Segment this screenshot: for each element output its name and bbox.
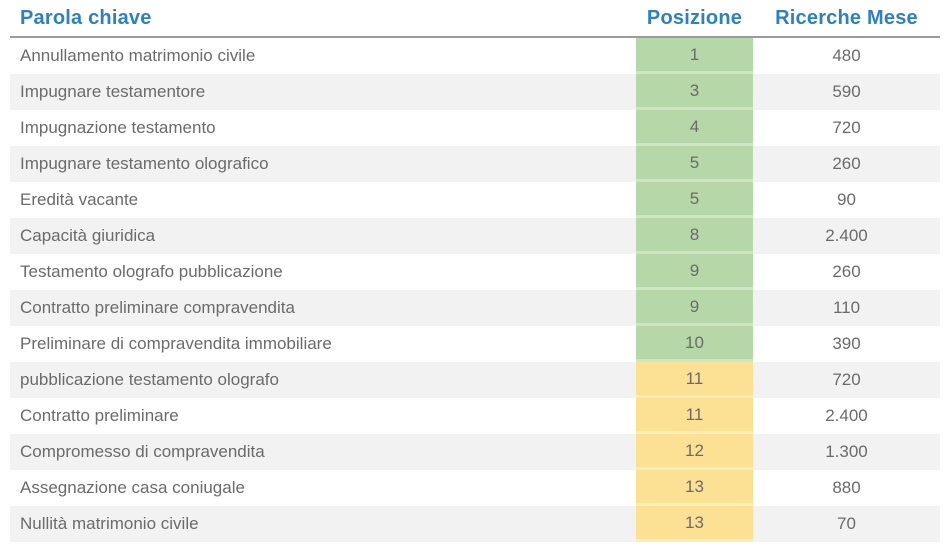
table-row: Preliminare di compravendita immobiliare…	[10, 326, 940, 362]
keyword-cell: pubblicazione testamento olografo	[20, 370, 279, 389]
table-row: Assegnazione casa coniugale 13 880	[10, 470, 940, 506]
column-header-position[interactable]: Posizione	[646, 6, 743, 29]
table-row: Annullamento matrimonio civile 1 480	[10, 38, 940, 74]
position-cell: 10	[636, 326, 753, 362]
position-cell: 8	[636, 218, 753, 254]
position-cell: 3	[636, 74, 753, 110]
table-row: Impugnare testamento olografico 5 260	[10, 146, 940, 182]
table-header-row: Parola chiave Posizione Ricerche Mese	[10, 0, 940, 38]
table-row: pubblicazione testamento olografo 11 720	[10, 362, 940, 398]
column-header-keyword[interactable]: Parola chiave	[20, 6, 152, 29]
table-row: Impugnare testamentore 3 590	[10, 74, 940, 110]
monthly-searches-cell: 880	[832, 478, 861, 497]
table-row: Contratto preliminare compravendita 9 11…	[10, 290, 940, 326]
keyword-cell: Testamento olografo pubblicazione	[20, 262, 283, 281]
monthly-searches-cell: 260	[832, 154, 861, 173]
keyword-cell: Preliminare di compravendita immobiliare	[20, 334, 332, 353]
position-cell: 1	[636, 38, 753, 74]
table-row: Testamento olografo pubblicazione 9 260	[10, 254, 940, 290]
keyword-cell: Compromesso di compravendita	[20, 442, 265, 461]
keyword-cell: Contratto preliminare compravendita	[20, 298, 295, 317]
monthly-searches-cell: 2.400	[825, 226, 868, 245]
keyword-cell: Impugnare testamento olografico	[20, 154, 269, 173]
position-cell: 11	[636, 398, 753, 434]
monthly-searches-cell: 720	[832, 118, 861, 137]
position-cell: 13	[636, 470, 753, 506]
keyword-cell: Assegnazione casa coniugale	[20, 478, 245, 497]
keyword-cell: Impugnazione testamento	[20, 118, 216, 137]
monthly-searches-cell: 590	[832, 82, 861, 101]
keyword-cell: Annullamento matrimonio civile	[20, 46, 256, 65]
keyword-cell: Capacità giuridica	[20, 226, 156, 245]
monthly-searches-cell: 2.400	[825, 406, 868, 425]
position-cell: 11	[636, 362, 753, 398]
position-cell: 9	[636, 290, 753, 326]
keyword-cell: Nullità matrimonio civile	[20, 514, 199, 533]
monthly-searches-cell: 720	[832, 370, 861, 389]
monthly-searches-cell: 390	[832, 334, 861, 353]
keyword-cell: Contratto preliminare	[20, 406, 179, 425]
table-row: Contratto preliminare 11 2.400	[10, 398, 940, 434]
position-cell: 9	[636, 254, 753, 290]
position-cell: 4	[636, 110, 753, 146]
table-row: Capacità giuridica 8 2.400	[10, 218, 940, 254]
monthly-searches-cell: 110	[832, 298, 861, 317]
position-cell: 12	[636, 434, 753, 470]
position-cell: 5	[636, 146, 753, 182]
table-body: Annullamento matrimonio civile 1 480 Imp…	[10, 38, 940, 542]
keyword-cell: Eredità vacante	[20, 190, 139, 209]
table-row: Eredità vacante 5 90	[10, 182, 940, 218]
table-row: Impugnazione testamento 4 720	[10, 110, 940, 146]
position-cell: 5	[636, 182, 753, 218]
monthly-searches-cell: 90	[837, 190, 856, 209]
monthly-searches-cell: 480	[832, 46, 861, 65]
monthly-searches-cell: 70	[837, 514, 856, 533]
column-header-monthly-searches[interactable]: Ricerche Mese	[775, 6, 918, 29]
keyword-cell: Impugnare testamentore	[20, 82, 206, 101]
table-row: Nullità matrimonio civile 13 70	[10, 506, 940, 542]
table-row: Compromesso di compravendita 12 1.300	[10, 434, 940, 470]
position-cell: 13	[636, 506, 753, 542]
monthly-searches-cell: 1.300	[825, 442, 868, 461]
keyword-ranking-table: Parola chiave Posizione Ricerche Mese An…	[10, 0, 940, 542]
monthly-searches-cell: 260	[832, 262, 861, 281]
